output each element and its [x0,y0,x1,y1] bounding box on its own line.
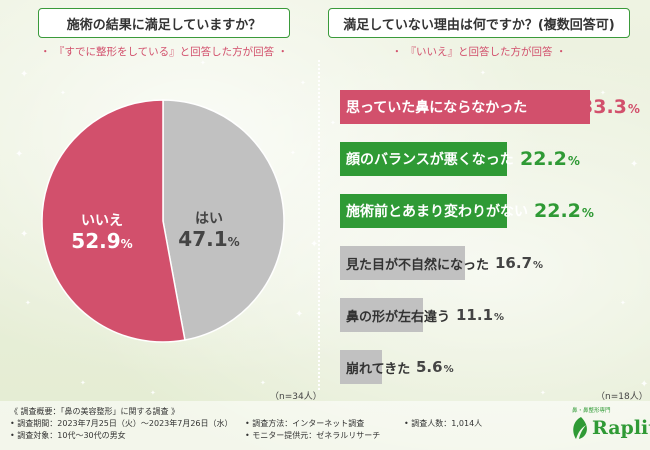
sparkle-icon: ✦ [200,59,206,67]
bar-category-label: 鼻の形が左右違う [346,309,451,325]
pie-label-no: いいえ 52.9% [62,210,142,252]
bar-category-label: 崩れてきた [346,361,411,377]
bar-value-number: 16.7 [495,254,533,272]
sparkle-icon: ✦ [150,389,156,397]
reasons-bar-chart: 思っていた鼻にならなかった 33.3% 顔のバランスが悪くなった 22.2% 施術前とあ… [340,90,640,384]
sparkle-icon: ✦ [620,299,626,307]
sparkle-icon: ✦ [330,119,336,127]
sparkle-icon: ✦ [310,239,319,250]
bar-value-label: 22.2% [534,194,594,228]
pie-slice-yes [162,99,285,341]
right-panel-title: 満足していない理由は何ですか？(複数回答可) [328,8,630,38]
bar-row: 崩れてきた 5.6% [340,350,640,384]
survey-count: • 調査人数：1,014人 [404,419,483,428]
sparkle-icon: ✦ [60,89,66,97]
bar-row: 思っていた鼻にならなかった 33.3% [340,90,640,124]
bar-category-label: 施術前とあまり変わりがない [346,204,528,220]
satisfaction-pie-chart [41,99,285,343]
survey-overview: 《 調査概要：「鼻の美容整形」に関する調査 》 [10,407,180,416]
right-panel-subtitle: ・ 『いいえ』と回答した方が回答 ・ [391,46,567,58]
survey-monitor: • モニター提供元：ゼネラルリサーチ [245,431,381,440]
bar-value-number: 11.1 [456,306,494,324]
pie-category-no: いいえ [81,213,123,229]
panel-divider [318,60,320,390]
bar-value-unit: % [567,154,580,168]
sparkle-icon: ✦ [480,69,486,77]
bar-category-label: 思っていた鼻にならなかった [346,100,528,116]
left-sample-size: （n=34人） [270,392,322,402]
bar-category-label: 見た目が不自然になった [346,257,490,273]
bar-value-label: 33.3% [580,90,640,124]
bar-value-label: 22.2% [520,142,580,176]
pie-unit-yes: % [227,235,240,249]
bar-value-unit: % [627,102,640,116]
survey-target: • 調査対象：10代〜30代の男女 [10,431,126,440]
sparkle-icon: ✦ [630,159,639,170]
bar-row: 鼻の形が左右違う 11.1% [340,298,640,332]
pie-category-yes: はい [195,211,223,227]
bar-row: 見た目が不自然になった 16.7% [340,246,640,280]
bar [340,350,382,384]
pie-slice-no [41,99,186,343]
sparkle-icon: ✦ [20,229,29,240]
pie-unit-no: % [120,237,133,251]
sparkle-icon: ✦ [20,69,29,80]
bar-value-number: 33.3 [580,96,627,118]
bar-value-unit: % [494,311,505,323]
sparkle-icon: ✦ [80,379,86,387]
bar-category-label: 顔のバランスが悪くなった [346,152,514,168]
bar-row: 顔のバランスが悪くなった 22.2% [340,142,640,176]
bar [340,90,590,124]
leaf-icon [573,417,587,439]
sparkle-icon: ✦ [25,299,31,307]
sparkle-icon: ✦ [295,309,304,320]
sparkle-icon: ✦ [260,379,266,387]
sparkle-icon: ✦ [15,149,24,160]
bar-value-unit: % [581,206,594,220]
pie-value-yes: 47.1 [178,227,228,251]
bar-value-number: 22.2 [520,148,567,170]
sparkle-icon: ✦ [300,79,306,87]
bar [340,246,466,280]
pie-label-yes: はい 47.1% [174,208,244,250]
sparkle-icon: ✦ [640,379,649,390]
survey-footer [0,401,650,450]
logo-name: Raplit [592,417,650,439]
right-sample-size: （n=18人） [596,392,648,402]
bar-value-number: 22.2 [534,200,581,222]
bar-value-number: 5.6 [416,358,443,376]
bar-value-label: 16.7% [495,246,543,280]
pie-value-no: 52.9 [71,229,121,253]
bar-value-label: 11.1% [456,298,504,332]
bar-value-unit: % [533,259,544,271]
bar-row: 施術前とあまり変わりがない 22.2% [340,194,640,228]
sparkle-icon: ✦ [540,389,546,397]
left-panel-subtitle: ・ 『すでに整形をしている』と回答した方が回答 ・ [40,46,288,58]
left-panel-title: 施術の結果に満足していますか？ [38,8,290,38]
bar [340,142,507,176]
bar [340,194,507,228]
sparkle-icon: ✦ [600,89,606,97]
raplit-logo: 鼻・鼻整形専門 Raplit [568,404,650,446]
sparkle-icon: ✦ [290,149,296,157]
bar [340,298,424,332]
bar-value-unit: % [443,363,454,375]
logo-tagline: 鼻・鼻整形専門 [572,408,611,414]
bar-value-label: 5.6% [416,350,454,384]
survey-period: • 調査期間：2023年7月25日（火）〜2023年7月26日（水） [10,419,233,428]
survey-method: • 調査方法：インターネット調査 [245,419,365,428]
